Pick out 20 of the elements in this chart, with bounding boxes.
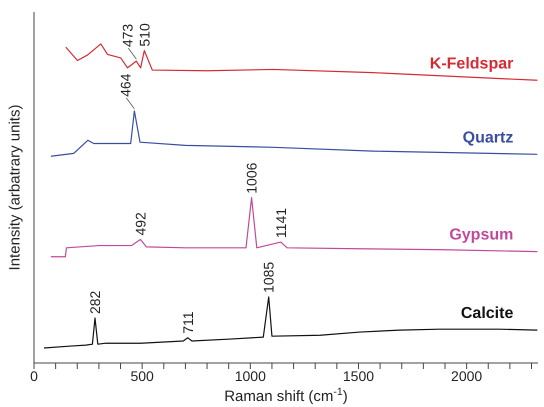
x-tick-label: 2000: [451, 368, 482, 384]
x-tick-label: 1000: [234, 368, 266, 384]
y-axis-title: Intensity (arbatrary units): [6, 104, 24, 270]
x-tick-label: 0: [30, 368, 38, 384]
annotation: 282: [87, 290, 103, 314]
x-tick-label: 1500: [342, 368, 374, 384]
series-label: Quartz: [462, 129, 514, 146]
annotation: 473: [119, 24, 136, 48]
x-axis-title: Raman shift (cm$^{-1}$): [224, 386, 348, 405]
annotation: 492: [132, 212, 148, 236]
annotation: 1006: [244, 162, 260, 194]
series-label: K-Feldspar: [430, 55, 514, 72]
annotation: 1085: [260, 262, 277, 293]
annotation: 711: [180, 311, 196, 334]
annotation: 510: [136, 23, 152, 47]
annotation: 1141: [272, 208, 289, 238]
series-label: Calcite: [460, 305, 514, 322]
series-label: Gypsum: [449, 226, 514, 244]
annotation: 464: [117, 73, 134, 97]
x-tick-label: 500: [130, 368, 154, 384]
